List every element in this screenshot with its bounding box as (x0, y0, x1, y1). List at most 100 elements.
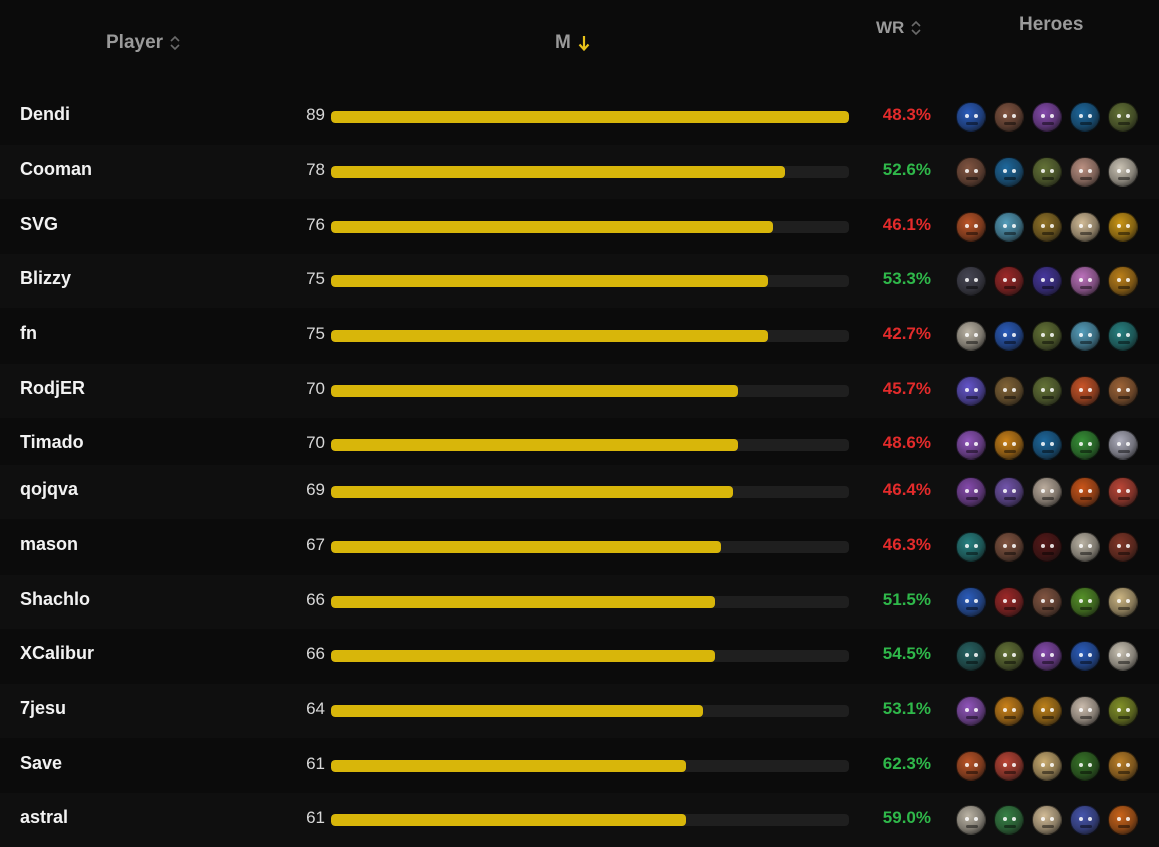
hero-icon[interactable] (956, 157, 986, 187)
hero-icon[interactable] (1032, 212, 1062, 242)
hero-icon[interactable] (956, 102, 986, 132)
hero-icon[interactable] (1108, 376, 1138, 406)
hero-icon[interactable] (994, 266, 1024, 296)
hero-list (956, 376, 1138, 406)
hero-icon[interactable] (1070, 641, 1100, 671)
player-name-link[interactable]: mason (20, 534, 79, 554)
sort-unsorted-icon (170, 35, 180, 51)
hero-icon[interactable] (1032, 430, 1062, 460)
hero-list (956, 587, 1138, 617)
hero-icon[interactable] (1032, 157, 1062, 187)
hero-icon[interactable] (956, 212, 986, 242)
player-name-link[interactable]: Shachlo (20, 589, 91, 609)
hero-icon[interactable] (1108, 696, 1138, 726)
hero-icon[interactable] (994, 376, 1024, 406)
hero-icon[interactable] (994, 102, 1024, 132)
hero-icon[interactable] (1070, 102, 1100, 132)
hero-icon[interactable] (1070, 212, 1100, 242)
hero-icon[interactable] (994, 696, 1024, 726)
player-name-link[interactable]: qojqva (20, 479, 79, 499)
hero-icon[interactable] (1070, 587, 1100, 617)
wr-column-header[interactable]: WR (876, 15, 937, 41)
hero-icon[interactable] (994, 321, 1024, 351)
hero-icon[interactable] (956, 641, 986, 671)
hero-icon[interactable] (956, 321, 986, 351)
player-name-link[interactable]: fn (20, 323, 37, 343)
player-name-link[interactable]: Timado (20, 432, 84, 452)
hero-icon[interactable] (1032, 532, 1062, 562)
hero-icon[interactable] (956, 266, 986, 296)
hero-icon[interactable] (994, 212, 1024, 242)
hero-icon[interactable] (956, 532, 986, 562)
hero-icon[interactable] (994, 157, 1024, 187)
player-name-link[interactable]: SVG (20, 214, 59, 234)
hero-icon[interactable] (994, 532, 1024, 562)
hero-icon[interactable] (994, 477, 1024, 507)
hero-icon[interactable] (1032, 477, 1062, 507)
table-row: Cooman 78 52.6% (0, 145, 1159, 199)
hero-icon[interactable] (994, 805, 1024, 835)
m-value: 67 (306, 535, 325, 554)
win-rate-value: 45.7% (882, 379, 931, 398)
hero-icon[interactable] (1032, 751, 1062, 781)
hero-icon[interactable] (956, 805, 986, 835)
hero-icon[interactable] (1108, 157, 1138, 187)
hero-icon[interactable] (1032, 321, 1062, 351)
hero-icon[interactable] (1108, 212, 1138, 242)
hero-icon[interactable] (956, 477, 986, 507)
hero-icon[interactable] (1108, 532, 1138, 562)
hero-icon[interactable] (1032, 266, 1062, 296)
hero-icon[interactable] (1108, 641, 1138, 671)
hero-icon[interactable] (1032, 641, 1062, 671)
hero-icon[interactable] (1032, 805, 1062, 835)
hero-icon[interactable] (1108, 102, 1138, 132)
hero-icon[interactable] (994, 430, 1024, 460)
hero-icon[interactable] (1070, 321, 1100, 351)
hero-icon[interactable] (1032, 587, 1062, 617)
hero-icon[interactable] (956, 430, 986, 460)
player-name-link[interactable]: Blizzy (20, 268, 72, 288)
hero-icon[interactable] (1070, 532, 1100, 562)
table-row: Shachlo 66 51.5% (0, 575, 1159, 629)
hero-icon[interactable] (1070, 751, 1100, 781)
hero-icon[interactable] (994, 751, 1024, 781)
hero-icon[interactable] (1070, 376, 1100, 406)
hero-icon[interactable] (1108, 805, 1138, 835)
m-bar-fill (331, 330, 768, 342)
hero-icon[interactable] (956, 696, 986, 726)
hero-icon[interactable] (1108, 430, 1138, 460)
player-name-link[interactable]: Dendi (20, 104, 71, 124)
player-name-link[interactable]: XCalibur (20, 643, 95, 663)
hero-icon[interactable] (1032, 376, 1062, 406)
hero-icon[interactable] (1070, 157, 1100, 187)
player-name-link[interactable]: astral (20, 807, 69, 827)
player-name-link[interactable]: RodjER (20, 378, 85, 398)
win-rate-value: 48.3% (882, 105, 931, 124)
hero-icon[interactable] (1070, 266, 1100, 296)
hero-icon[interactable] (1070, 477, 1100, 507)
hero-icon[interactable] (956, 587, 986, 617)
hero-icon[interactable] (1032, 696, 1062, 726)
hero-icon[interactable] (1108, 587, 1138, 617)
hero-icon[interactable] (1108, 266, 1138, 296)
hero-icon[interactable] (956, 376, 986, 406)
hero-icon[interactable] (1108, 477, 1138, 507)
hero-icon[interactable] (1032, 102, 1062, 132)
hero-icon[interactable] (1070, 430, 1100, 460)
player-column-header[interactable]: Player (106, 30, 181, 56)
m-bar-fill (331, 650, 715, 662)
m-column-header[interactable]: M (555, 30, 591, 56)
hero-icon[interactable] (1108, 321, 1138, 351)
player-name-link[interactable]: 7jesu (20, 698, 67, 718)
m-header-label: M (555, 32, 571, 53)
hero-icon[interactable] (1070, 805, 1100, 835)
m-bar-track (331, 541, 849, 553)
hero-icon[interactable] (994, 587, 1024, 617)
player-name-link[interactable]: Cooman (20, 159, 92, 179)
player-name-link[interactable]: Save (20, 753, 63, 773)
hero-icon[interactable] (1070, 696, 1100, 726)
hero-icon[interactable] (1108, 751, 1138, 781)
hero-icon[interactable] (994, 641, 1024, 671)
hero-icon[interactable] (956, 751, 986, 781)
